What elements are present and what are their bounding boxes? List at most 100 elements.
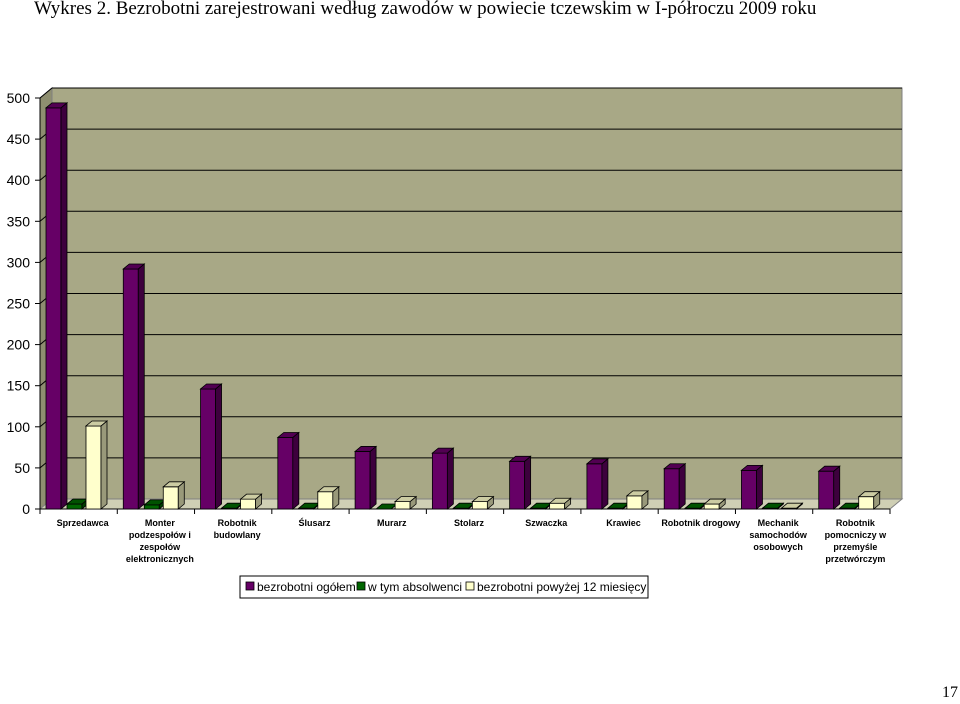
x-tick-label-line: Monter <box>145 518 175 528</box>
x-tick-label: Stolarz <box>454 518 485 528</box>
x-tick-label-line: przemyśle <box>833 542 877 552</box>
x-tick-label: Mechanik samochodów osobowych <box>749 518 808 552</box>
y-tick-label: 0 <box>22 501 30 517</box>
bar <box>297 502 321 510</box>
y-tick-label: 450 <box>7 131 31 147</box>
bar-top <box>471 496 495 503</box>
bar-side <box>137 263 145 510</box>
bar-series <box>44 102 881 510</box>
bar-front <box>509 460 526 510</box>
bar <box>625 489 650 510</box>
bar-side <box>524 455 532 510</box>
bar-side <box>833 465 841 510</box>
x-tick-label: Murarz <box>377 518 407 528</box>
bar <box>239 493 263 510</box>
bar-front <box>703 503 720 510</box>
bar-front <box>200 388 216 510</box>
bar <box>761 502 785 510</box>
bar <box>817 465 841 510</box>
x-tick-label-line: Szwaczka <box>525 518 568 528</box>
legend-swatch <box>356 581 366 591</box>
bar-front <box>858 496 875 510</box>
bar <box>471 495 495 510</box>
x-tick-label-line: Robotnik <box>836 518 876 528</box>
bar-top <box>585 458 610 465</box>
bar-front <box>354 451 371 510</box>
bar <box>508 455 532 510</box>
x-tick-label-line: Stolarz <box>454 518 485 528</box>
bar-top <box>84 420 109 427</box>
bar-top <box>780 502 804 509</box>
bar-top <box>122 263 146 270</box>
x-tick-label: Robotnik drogowy <box>661 518 740 528</box>
x-tick-label: Szwaczka <box>525 518 568 528</box>
bar-top <box>508 455 532 462</box>
x-axis-labels: Sprzedawca Monter podzespołów i zespołów ele… <box>57 517 887 564</box>
bar <box>740 464 764 510</box>
bar-front <box>66 503 83 510</box>
legend-label: bezrobotni ogółem <box>257 580 356 594</box>
x-tick-label: Krawiec <box>606 518 641 528</box>
bar <box>199 383 223 510</box>
bar-side <box>215 383 222 510</box>
legend: bezrobotni ogółem w tym absolwenci bezrobo… <box>239 575 649 599</box>
bar-top <box>703 498 727 505</box>
bar-front <box>85 425 102 510</box>
bar-top <box>761 502 785 509</box>
gridlines <box>39 87 902 469</box>
x-tick-label-line: Mechanik <box>758 518 800 528</box>
bar-side <box>369 445 377 510</box>
x-tick-label-line: pomocniczy w <box>825 530 888 540</box>
bar-front <box>162 486 179 510</box>
x-tick-label: Ślusarz <box>298 517 331 528</box>
x-tick-label-line: Ślusarz <box>298 517 331 528</box>
bar <box>84 420 109 510</box>
y-tick-label: 200 <box>7 337 31 353</box>
bar <box>44 102 69 510</box>
bar <box>703 498 727 510</box>
bar-front <box>626 495 643 510</box>
bar-side <box>60 102 68 510</box>
x-tick-label: Robotnik budowlany <box>214 518 261 540</box>
bar <box>857 490 881 510</box>
y-tick-label: 250 <box>7 296 31 312</box>
bar-front <box>586 463 603 510</box>
legend-label: bezrobotni powyżej 12 miesięcy <box>477 580 646 594</box>
chart-wall <box>38 86 904 511</box>
page-title: Wykres 2. Bezrobotni zarejestrowani wedł… <box>34 0 817 19</box>
bar <box>276 431 300 510</box>
y-tick-label: 100 <box>7 419 31 435</box>
bar <box>316 485 340 510</box>
bar <box>431 447 455 510</box>
bar-side <box>678 462 686 510</box>
page-number: 17 <box>942 684 958 701</box>
bar-front <box>741 469 757 510</box>
bar-top <box>431 447 455 454</box>
bar-top <box>393 496 418 503</box>
bar-top <box>316 486 340 493</box>
bar-top <box>353 446 378 452</box>
bar-front <box>143 504 160 510</box>
y-tick-label: 300 <box>7 254 31 270</box>
bar-top <box>199 383 223 390</box>
x-tick-label-line: zespołów <box>140 542 182 552</box>
y-tick-label: 500 <box>7 90 31 106</box>
bar <box>548 497 572 510</box>
x-tick-label-line: elektronicznych <box>126 554 194 564</box>
gridline-side <box>39 87 53 99</box>
bar-front <box>471 501 488 510</box>
bar-front <box>277 437 294 510</box>
bar-front <box>663 468 680 510</box>
bar-front <box>122 268 139 510</box>
y-tick-label: 350 <box>7 213 31 229</box>
bar-top <box>548 497 572 504</box>
bar <box>780 502 804 510</box>
bar-top <box>817 465 841 472</box>
bar <box>122 263 146 510</box>
x-tick-label: Sprzedawca <box>57 518 110 528</box>
bar-front <box>394 501 411 510</box>
x-tick-label: Monter podzespołów i zespołów elektroniczny… <box>126 518 194 564</box>
bar-top <box>44 102 69 109</box>
bar-side <box>756 464 763 510</box>
